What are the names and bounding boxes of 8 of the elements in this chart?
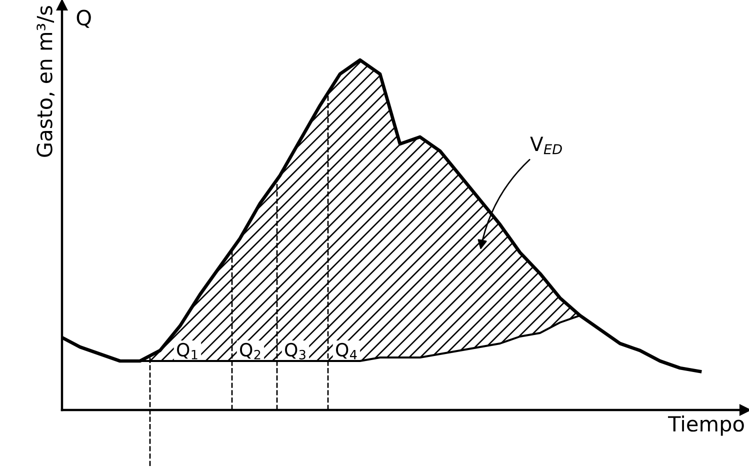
annotation: Q$_{3}$ [285, 342, 306, 360]
text: Q [76, 10, 91, 28]
annotation: Q$_{1}$ [177, 342, 198, 360]
y-axis-title: Gasto, en m³/s [36, 6, 55, 157]
x-axis-title: Tiempo [668, 416, 744, 436]
annotation: Q$_{2}$ [240, 342, 260, 360]
annotation: V$_{ED}$ [530, 136, 562, 154]
annotation: Q$_{4}$ [336, 342, 357, 360]
